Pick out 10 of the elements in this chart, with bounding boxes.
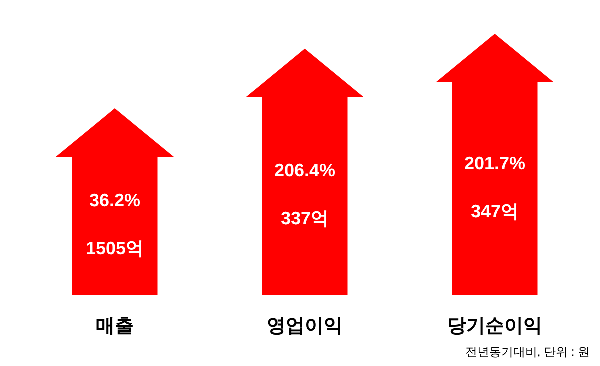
text: 전년동기대비, 단위 : 원	[465, 345, 590, 359]
annotation: 201.7%	[464, 153, 526, 174]
annotation: 36.2%	[89, 190, 141, 211]
x-tick-label: 매출	[96, 316, 134, 337]
x-tick-label: 영업이익	[267, 316, 343, 337]
annotation: 1505억	[86, 238, 144, 259]
annotation: 206.4%	[274, 160, 336, 181]
annotation: 337억	[280, 208, 330, 229]
x-tick-label: 당기순이익	[448, 316, 542, 337]
annotation: 347억	[470, 201, 520, 222]
